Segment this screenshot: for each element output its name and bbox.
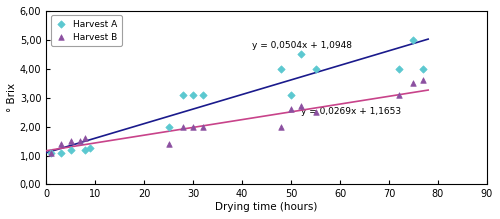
Harvest A [297,53,305,56]
Harvest B [189,125,197,128]
Harvest B [312,110,320,114]
Harvest B [164,142,172,146]
Harvest A [410,38,418,42]
Harvest A [47,151,55,154]
Harvest B [420,79,428,82]
Harvest A [86,147,94,150]
Harvest B [57,142,65,146]
Harvest A [164,125,172,128]
Harvest B [287,108,295,111]
Harvest B [76,139,84,143]
Harvest B [47,151,55,154]
Harvest A [189,93,197,97]
Harvest B [82,136,90,140]
Text: y = 0,0269x + 1,1653: y = 0,0269x + 1,1653 [301,108,401,117]
Harvest B [278,125,285,128]
Harvest A [312,67,320,71]
Harvest A [199,93,207,97]
Y-axis label: ° Brix: ° Brix [7,83,17,112]
Harvest B [395,93,403,97]
Harvest B [297,105,305,108]
Harvest A [420,67,428,71]
Harvest A [57,151,65,154]
Text: y = 0,0504x + 1,0948: y = 0,0504x + 1,0948 [252,41,352,50]
Harvest A [82,148,90,152]
Harvest B [180,125,188,128]
Harvest B [410,81,418,85]
Harvest B [199,125,207,128]
Harvest A [180,93,188,97]
Harvest A [395,67,403,71]
Harvest B [66,139,74,143]
Harvest A [278,67,285,71]
Legend: Harvest A, Harvest B: Harvest A, Harvest B [50,16,122,46]
Harvest A [66,148,74,152]
X-axis label: Drying time (hours): Drying time (hours) [216,202,318,212]
Harvest A [287,93,295,97]
